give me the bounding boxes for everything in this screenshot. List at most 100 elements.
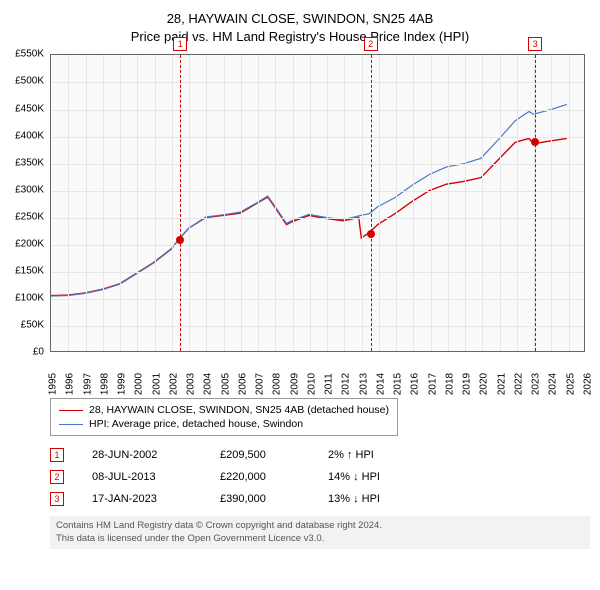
gridline-v: [344, 55, 345, 351]
title-block: 28, HAYWAIN CLOSE, SWINDON, SN25 4AB Pri…: [10, 10, 590, 46]
x-tick-label: 2015: [393, 373, 404, 395]
sales-row-date: 28-JUN-2002: [92, 449, 192, 461]
gridline-v: [137, 55, 138, 351]
gridline-v: [448, 55, 449, 351]
x-tick-label: 2021: [496, 373, 507, 395]
x-tick-label: 1997: [82, 373, 93, 395]
gridline-v: [379, 55, 380, 351]
gridline-h: [51, 82, 584, 83]
gridline-v: [275, 55, 276, 351]
sale-marker-box: 3: [528, 37, 542, 51]
legend-label: HPI: Average price, detached house, Swin…: [89, 418, 303, 430]
y-tick-label: £350K: [15, 157, 44, 168]
gridline-v: [569, 55, 570, 351]
sales-row-price: £220,000: [220, 471, 300, 483]
sale-dot: [176, 236, 184, 244]
x-tick-label: 2001: [151, 373, 162, 395]
x-tick-label: 2020: [479, 373, 490, 395]
gridline-v: [224, 55, 225, 351]
gridline-h: [51, 164, 584, 165]
plot-area: 123: [50, 54, 585, 352]
x-tick-label: 1996: [65, 373, 76, 395]
footer: Contains HM Land Registry data © Crown c…: [50, 516, 590, 549]
x-tick-label: 2010: [306, 373, 317, 395]
gridline-h: [51, 137, 584, 138]
x-tick-label: 2008: [272, 373, 283, 395]
x-tick-label: 2002: [168, 373, 179, 395]
gridline-v: [172, 55, 173, 351]
y-axis: £0£50K£100K£150K£200K£250K£300K£350K£400…: [10, 54, 48, 352]
sales-row-date: 17-JAN-2023: [92, 493, 192, 505]
y-tick-label: £400K: [15, 130, 44, 141]
gridline-v: [258, 55, 259, 351]
x-tick-label: 2019: [462, 373, 473, 395]
x-tick-label: 2023: [531, 373, 542, 395]
gridline-v: [413, 55, 414, 351]
sales-row: 2 08-JUL-2013 £220,000 14% ↓ HPI: [50, 466, 590, 488]
sale-marker-line: [371, 55, 372, 351]
chart-container: 28, HAYWAIN CLOSE, SWINDON, SN25 4AB Pri…: [0, 0, 600, 555]
gridline-v: [155, 55, 156, 351]
gridline-v: [431, 55, 432, 351]
gridline-v: [465, 55, 466, 351]
sales-row-price: £209,500: [220, 449, 300, 461]
sales-row-date: 08-JUL-2013: [92, 471, 192, 483]
x-tick-label: 2014: [375, 373, 386, 395]
gridline-h: [51, 272, 584, 273]
gridline-h: [51, 218, 584, 219]
x-tick-label: 2025: [565, 373, 576, 395]
gridline-h: [51, 299, 584, 300]
gridline-v: [362, 55, 363, 351]
gridline-v: [327, 55, 328, 351]
sale-dot: [367, 230, 375, 238]
x-tick-label: 2022: [513, 373, 524, 395]
gridline-v: [189, 55, 190, 351]
legend-row: HPI: Average price, detached house, Swin…: [59, 417, 389, 431]
y-tick-label: £300K: [15, 184, 44, 195]
gridline-v: [396, 55, 397, 351]
x-tick-label: 2011: [324, 374, 335, 396]
sales-row-price: £390,000: [220, 493, 300, 505]
gridline-h: [51, 326, 584, 327]
gridline-v: [103, 55, 104, 351]
y-tick-label: £200K: [15, 239, 44, 250]
x-tick-label: 1999: [117, 373, 128, 395]
sale-marker-line: [535, 55, 536, 351]
sale-dot: [531, 138, 539, 146]
gridline-v: [241, 55, 242, 351]
y-tick-label: £100K: [15, 293, 44, 304]
sales-row-delta: 14% ↓ HPI: [328, 471, 418, 483]
gridline-v: [500, 55, 501, 351]
x-tick-label: 2012: [341, 373, 352, 395]
x-axis: 1995199619971998199920002001200220032004…: [50, 356, 585, 392]
sale-marker-box: 2: [364, 37, 378, 51]
y-tick-label: £0: [33, 347, 44, 358]
y-tick-label: £50K: [21, 320, 44, 331]
gridline-h: [51, 191, 584, 192]
x-tick-label: 1995: [48, 373, 59, 395]
x-tick-label: 2018: [444, 373, 455, 395]
sales-row-delta: 2% ↑ HPI: [328, 449, 418, 461]
title-subtitle: Price paid vs. HM Land Registry's House …: [10, 28, 590, 46]
sales-row-marker: 2: [50, 470, 64, 484]
chart-wrap: £0£50K£100K£150K£200K£250K£300K£350K£400…: [10, 54, 590, 394]
legend-label: 28, HAYWAIN CLOSE, SWINDON, SN25 4AB (de…: [89, 404, 389, 416]
footer-line1: Contains HM Land Registry data © Crown c…: [56, 520, 584, 532]
gridline-v: [206, 55, 207, 351]
x-tick-label: 2016: [410, 373, 421, 395]
x-tick-label: 2003: [186, 373, 197, 395]
footer-line2: This data is licensed under the Open Gov…: [56, 533, 584, 545]
x-tick-label: 2004: [203, 373, 214, 395]
x-tick-label: 2026: [583, 373, 594, 395]
gridline-v: [68, 55, 69, 351]
legend-swatch: [59, 410, 83, 411]
legend: 28, HAYWAIN CLOSE, SWINDON, SN25 4AB (de…: [50, 398, 398, 436]
y-tick-label: £500K: [15, 76, 44, 87]
sales-row: 317-JAN-2023£390,00013% ↓ HPI: [50, 488, 590, 510]
gridline-v: [293, 55, 294, 351]
legend-swatch: [59, 424, 83, 425]
gridline-h: [51, 110, 584, 111]
gridline-h: [51, 245, 584, 246]
series-svg: [51, 55, 584, 351]
gridline-v: [517, 55, 518, 351]
